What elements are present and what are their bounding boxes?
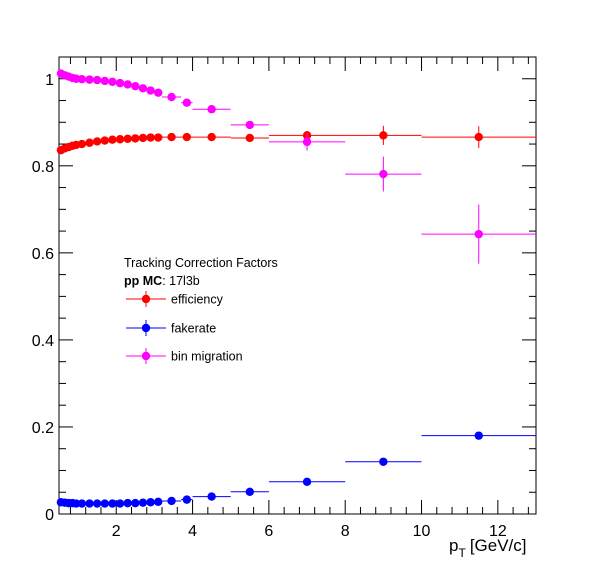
data-point [100,499,109,508]
legend-label: bin migration [171,350,243,364]
data-point [245,120,254,130]
data-point [146,86,155,95]
data-point [77,74,87,84]
data-point [207,105,216,114]
legend-label: fakerate [171,322,216,336]
axis-tick-labels: 2 4 6 8 10 12 0 0.2 0.4 0.6 0.8 1 [32,72,507,540]
y-tick-label: 1 [45,72,54,89]
data-point [131,498,140,508]
data-point [182,132,192,142]
legend-marker [141,323,151,333]
y-tick-label: 0.4 [32,333,54,350]
x-tick-label: 12 [489,523,507,540]
data-point [207,132,216,142]
data-point [474,431,483,440]
data-point [182,495,192,504]
data-point [302,137,312,147]
legend-marker [141,351,151,361]
data-point [154,88,163,97]
data-point [123,498,132,508]
data-point [115,135,125,144]
series-efficiency [56,125,536,155]
data-point [108,499,117,508]
data-point [85,75,94,84]
data-point [92,137,102,146]
data-point [85,138,94,147]
data-point [100,76,109,86]
data-point [115,78,125,88]
legend-entry: efficiency [126,291,224,307]
x-tick-label: 10 [413,523,431,540]
data-point [154,497,163,507]
data-point [474,132,483,142]
data-point [138,133,148,143]
data-point [131,81,140,91]
legend-title: Tracking Correction Factors [124,256,278,270]
data-point [379,457,388,466]
data-point [85,499,94,508]
data-point [146,498,155,507]
data-point [108,77,117,87]
data-point [115,499,125,508]
data-point [245,487,254,497]
data-point [207,492,216,501]
data-point [77,139,87,149]
y-tick-label: 0 [45,507,54,524]
x-tick-label: 8 [341,523,350,540]
series-bin-migration [56,69,536,264]
axis-ticks [59,56,536,515]
data-point [131,134,140,143]
data-point [245,133,254,143]
y-tick-label: 0.8 [32,159,54,176]
legend-entries: efficiency fakerate bin migration [126,291,243,364]
data-point [77,499,87,508]
data-point [167,132,176,142]
data-point [474,229,483,239]
legend-subtitle: pp MC: 17l3b [124,274,200,288]
legend-entry: fakerate [126,320,216,336]
x-tick-label: 4 [188,523,197,540]
data-point [379,169,388,179]
data-point [302,477,312,486]
legend: Tracking Correction Factors pp MC: 17l3b… [124,256,278,364]
data-point [100,136,109,145]
data-point [92,499,102,508]
legend-entry: bin migration [126,348,243,364]
y-tick-label: 0.2 [32,420,54,437]
data-point [123,80,132,89]
data-point [92,75,102,85]
y-tick-label: 0.6 [32,246,54,263]
legend-marker [141,294,151,304]
data-point [182,98,192,107]
data-point [167,496,176,506]
x-tick-label: 6 [264,523,273,540]
x-tick-label: 2 [112,523,121,540]
series-fakerate [56,431,536,508]
plot-frame [58,56,537,515]
data-point [167,92,176,102]
data-point [108,135,117,144]
data-point [154,133,163,142]
data-point [138,498,148,507]
x-axis-title: pT [GeV/c] [449,536,527,560]
data-point [123,134,132,144]
series-layer [56,69,536,508]
legend-label: efficiency [171,293,224,307]
data-point [138,84,148,93]
data-point [379,131,388,140]
data-point [146,133,155,142]
